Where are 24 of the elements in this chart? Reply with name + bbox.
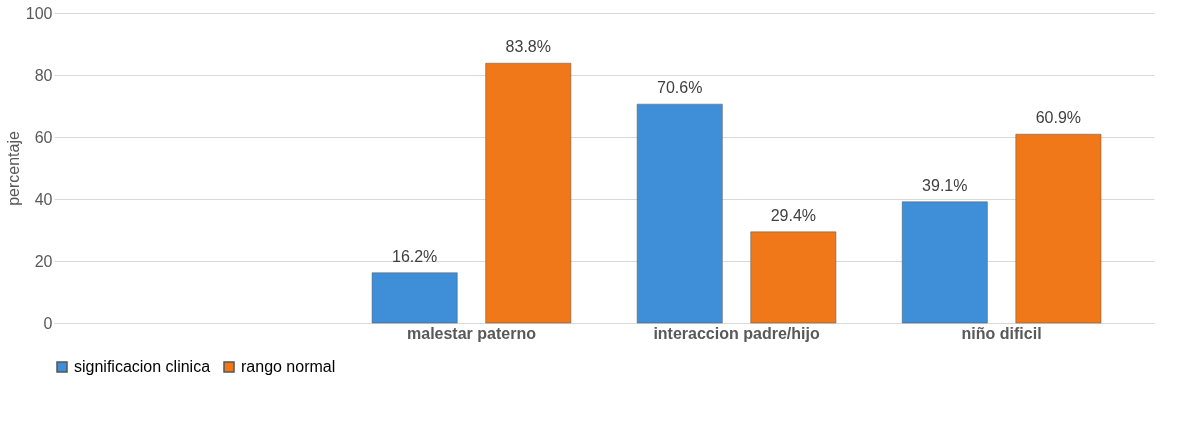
y-tick-label: 40 <box>34 190 53 208</box>
data-label: 39.1% <box>922 176 968 194</box>
y-tick-label: 60 <box>34 128 53 146</box>
y-tick-label: 0 <box>43 314 53 332</box>
legend-label: significacion clinica <box>74 358 211 375</box>
data-label: 83.8% <box>505 38 551 56</box>
bar <box>750 231 837 324</box>
bar <box>485 62 572 324</box>
bar <box>901 201 988 324</box>
y-tick-label: 20 <box>34 252 53 270</box>
y-axis-title: percentaje <box>4 131 22 206</box>
bar <box>371 272 458 324</box>
x-tick-label: niño dificil <box>961 324 1042 342</box>
bar <box>1015 133 1102 324</box>
bar <box>636 103 723 324</box>
legend-label: rango normal <box>241 358 336 375</box>
data-label: 70.6% <box>657 79 703 97</box>
y-tick-label: 100 <box>25 4 53 22</box>
x-tick-label: malestar paterno <box>407 324 537 342</box>
x-tick-label: interaccion padre/hijo <box>653 324 820 342</box>
y-tick-label: 80 <box>34 66 53 84</box>
data-label: 60.9% <box>1035 109 1082 127</box>
data-label: 16.2% <box>391 247 438 265</box>
data-label: 29.4% <box>770 206 817 224</box>
